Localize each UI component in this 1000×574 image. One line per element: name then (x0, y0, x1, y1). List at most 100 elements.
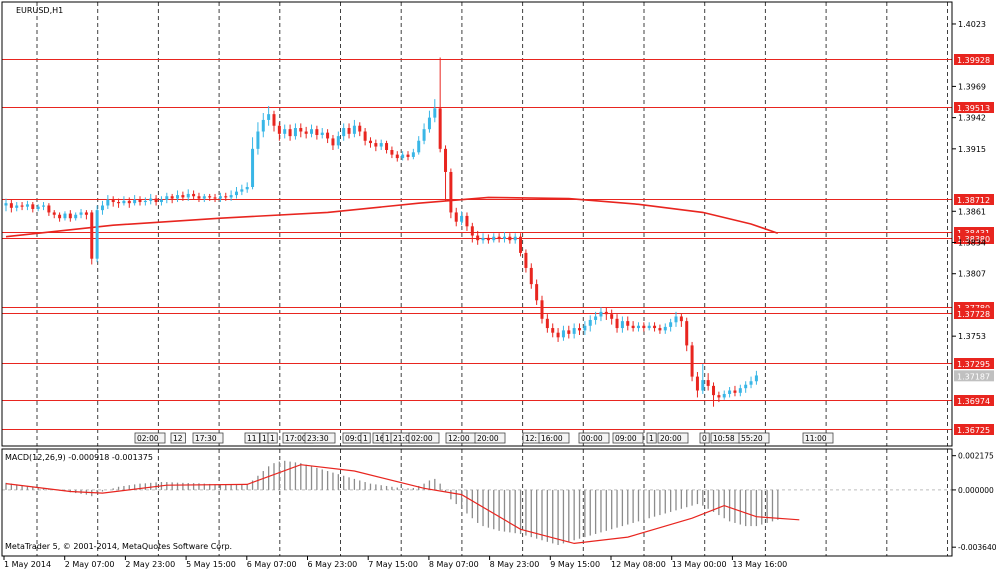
candle (165, 192, 169, 204)
candle (52, 210, 56, 219)
level-price-tag (954, 395, 994, 406)
time-marker-box[interactable] (360, 432, 371, 444)
time-marker[interactable]: 20:00 (474, 432, 506, 444)
time-marker-label: 12:00 (448, 434, 470, 443)
candle (712, 382, 716, 407)
candle-body (58, 214, 62, 219)
candle (658, 324, 662, 334)
candle-body (208, 196, 212, 198)
time-marker[interactable]: 02:00 (408, 432, 440, 444)
time-markers[interactable]: 02:00 12 17:30 11 111 17:00 23:30 09:0 1 16 1 21:0 0… (134, 432, 834, 444)
candle-body (647, 325, 651, 329)
time-marker-box[interactable] (267, 432, 278, 444)
time-marker[interactable]: 11:00 (802, 432, 834, 444)
time-marker-label: 1 (270, 434, 275, 443)
time-marker[interactable]: 0 (699, 432, 710, 444)
time-tick-label: 13 May 16:00 (732, 560, 787, 569)
candle-body (304, 131, 308, 134)
time-marker-box[interactable] (802, 432, 834, 444)
candle (154, 195, 158, 206)
current-price-label: 1.37187 (957, 372, 990, 381)
candle-body (529, 267, 533, 285)
time-marker[interactable]: 55:20 (738, 432, 770, 444)
time-marker-label: 09:00 (615, 434, 637, 443)
time-marker-box[interactable] (738, 432, 770, 444)
time-marker[interactable]: 00:00 (578, 432, 610, 444)
candle (197, 192, 201, 203)
candle (143, 197, 147, 206)
current-price-tag (954, 370, 994, 382)
time-marker[interactable]: 12 (170, 432, 186, 444)
time-marker-box[interactable] (538, 432, 570, 444)
candle-body (701, 380, 705, 391)
candle-body (626, 321, 630, 326)
time-marker-box[interactable] (244, 432, 260, 444)
candle (508, 233, 512, 244)
time-marker[interactable]: 1 (360, 432, 371, 444)
candle-body (465, 215, 469, 227)
candle (679, 313, 683, 327)
candle (497, 233, 501, 243)
time-marker[interactable]: 17:30 (192, 432, 224, 444)
time-marker[interactable]: 16:00 (538, 432, 570, 444)
candle (631, 321, 635, 332)
candle (256, 122, 260, 155)
time-marker[interactable]: 1 (646, 432, 657, 444)
candle-body (127, 200, 131, 204)
time-tick-label: 2 May 23:00 (125, 560, 175, 569)
time-marker[interactable]: 09:00 (612, 432, 644, 444)
candle (251, 137, 255, 190)
time-marker[interactable]: 20:00 (657, 432, 689, 444)
time-marker-box[interactable] (304, 432, 336, 444)
price-pane-frame (1, 1, 953, 447)
candle (90, 210, 94, 265)
time-marker[interactable]: 10:58 (710, 432, 742, 444)
time-marker-box[interactable] (578, 432, 610, 444)
level-price-tag (954, 227, 994, 238)
candle-body (170, 196, 174, 199)
time-marker[interactable]: 1 (267, 432, 278, 444)
copyright-label: MetaTrader 5, © 2001-2014, MetaQuotes So… (5, 542, 232, 551)
candle-body (513, 236, 517, 241)
time-marker-box[interactable] (657, 432, 689, 444)
candle (663, 323, 667, 334)
time-marker[interactable]: 11 (244, 432, 260, 444)
time-marker-box[interactable] (192, 432, 224, 444)
time-marker-box[interactable] (699, 432, 710, 444)
candle (749, 376, 753, 389)
candle-body (653, 325, 657, 329)
candle-body (572, 328, 576, 334)
candle-body (267, 114, 271, 120)
time-marker-box[interactable] (134, 432, 166, 444)
time-marker-box[interactable] (646, 432, 657, 444)
time-marker[interactable]: 23:30 (304, 432, 336, 444)
candle (567, 325, 571, 339)
candle-body (486, 237, 490, 241)
candle-body (277, 125, 281, 134)
candle (192, 190, 196, 200)
candle-body (202, 196, 206, 199)
time-marker-box[interactable] (474, 432, 506, 444)
candle (315, 125, 319, 140)
candle (170, 193, 174, 204)
candle-body (149, 198, 153, 201)
candle-body (679, 316, 683, 322)
candle (299, 123, 303, 138)
grid-layer (36, 2, 948, 556)
time-marker-box[interactable] (408, 432, 440, 444)
candle-body (197, 196, 201, 199)
horizontal-level-lines[interactable]: 1.399281.395131.387121.384311.383801.377… (2, 54, 994, 435)
candle (401, 151, 405, 161)
candle (728, 387, 732, 398)
time-marker[interactable]: 12:00 (445, 432, 477, 444)
candle-body (578, 328, 582, 331)
level-price-label: 1.39513 (957, 104, 990, 113)
time-marker-label: 12 (173, 434, 183, 443)
time-marker-box[interactable] (612, 432, 644, 444)
candle (342, 123, 346, 141)
candle-body (106, 199, 110, 206)
time-marker[interactable]: 02:00 (134, 432, 166, 444)
price-tick-label: 1.3942 (958, 114, 986, 123)
time-marker-box[interactable] (170, 432, 186, 444)
